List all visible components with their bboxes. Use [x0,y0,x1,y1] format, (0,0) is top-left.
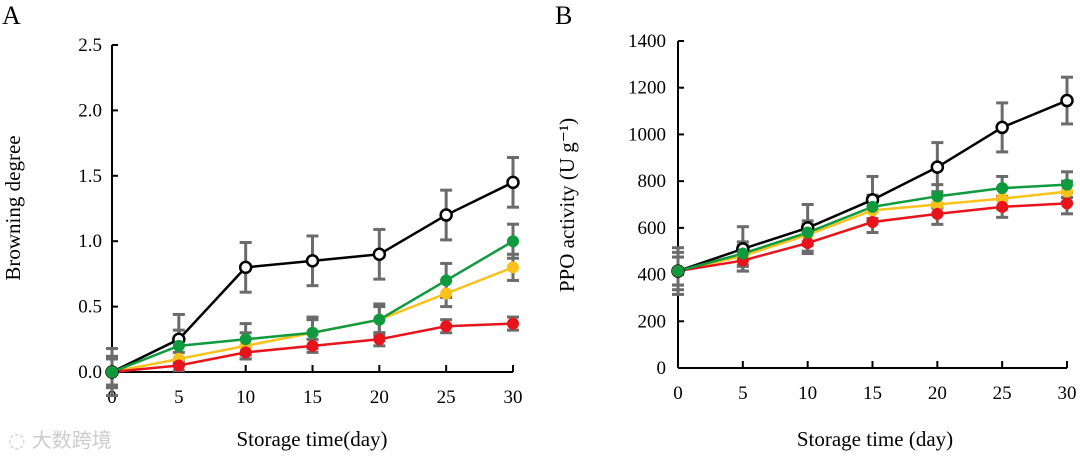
data-point-black [930,160,945,174]
data-point-red [373,333,386,346]
x-tick-label: 25 [993,383,1012,404]
data-point-red [172,359,185,372]
panel-label: A [2,1,21,30]
x-tick-label: 10 [798,383,817,404]
data-point-red [996,200,1009,213]
x-tick-label: 15 [303,387,322,408]
data-point-green [801,226,814,239]
data-point-yellow [440,287,453,300]
y-tick-label: 2.5 [78,35,102,56]
panel-label: B [555,1,572,30]
x-tick-label: 0 [673,383,683,404]
data-point-red [931,207,944,220]
data-point-green [373,313,386,326]
data-point-red [507,317,519,330]
data-point-green [736,247,749,260]
data-point-black [506,175,520,190]
y-tick-label: 0.0 [78,362,102,383]
data-point-black [238,260,253,275]
data-point-red [440,320,453,333]
y-tick-label: 1400 [628,31,666,52]
data-point-green [440,274,453,287]
x-tick-label: 20 [370,387,389,408]
data-point-red [306,339,319,352]
y-tick-label: 600 [638,218,667,239]
data-point-green [931,190,944,203]
y-tick-label: 1.0 [78,231,102,252]
chart-B: B 0 200 400 600 800 1000 1200 1400 0 5 10 15 20 25 30 St… [555,1,1077,451]
x-tick-label: 30 [1058,383,1077,404]
data-point-green [996,182,1009,195]
data-point-black [995,120,1009,135]
x-tick-label: 10 [236,387,255,408]
data-point-black [1060,93,1074,108]
data-point-green [239,333,252,346]
y-tick-label: 400 [638,265,667,286]
data-point-green [1061,178,1073,191]
data-point-black [305,254,320,268]
data-point-green [172,339,185,352]
data-point-green [866,200,879,213]
x-tick-label: 15 [863,383,882,404]
x-tick-label: 5 [174,387,184,408]
data-point-red [1061,197,1073,210]
y-tick-label: 1.5 [78,166,102,187]
y-tick-label: 1000 [628,124,666,145]
x-tick-label: 0 [107,387,117,408]
watermark-logo: ◌ 大数跨境 [8,428,112,452]
data-point-yellow [507,261,519,274]
y-tick-label: 1200 [628,78,666,99]
data-point-green [672,265,684,278]
data-point-green [106,366,118,378]
data-point-black [439,208,453,222]
x-tick-label: 20 [928,383,947,404]
y-tick-label: 800 [638,171,667,192]
x-tick-label: 5 [738,383,748,404]
data-point-red [239,346,252,359]
y-axis-label: PPO activity (U g⁻¹) [555,118,579,292]
data-point-green [507,235,519,248]
x-axis-label: Storage time (day) [797,427,953,451]
data-point-red [866,216,879,229]
y-tick-label: 0.5 [78,297,102,318]
y-tick-label: 0 [657,358,667,379]
x-tick-label: 25 [437,387,456,408]
chart-A: A 0.0 0.5 1.0 1.5 2.0 2.5 0 5 10 15 20 25 30 Storage t… [1,1,523,451]
y-axis-label: Browning degree [1,135,25,280]
data-point-green [306,326,319,339]
x-axis-label: Storage time(day) [236,427,387,451]
y-tick-label: 200 [638,311,667,332]
data-point-black [372,247,387,262]
x-tick-label: 30 [504,387,523,408]
y-tick-label: 2.0 [78,100,102,121]
data-point-red [801,237,814,250]
